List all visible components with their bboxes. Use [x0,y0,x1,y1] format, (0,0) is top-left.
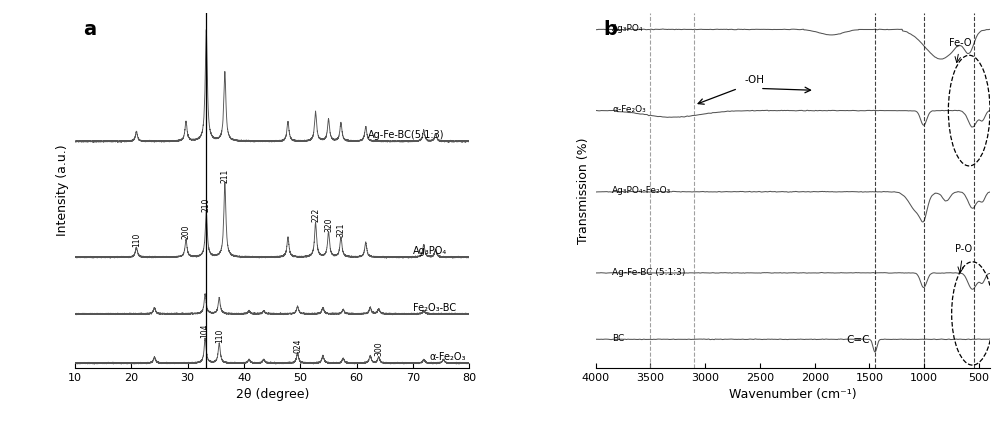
Text: Fe₂O₃-BC: Fe₂O₃-BC [413,303,456,312]
Text: α-Fe₂O₃: α-Fe₂O₃ [612,105,646,114]
Text: 320: 320 [324,217,333,232]
Text: Ag₃PO₄: Ag₃PO₄ [612,24,644,33]
Text: Ag₃PO₄-Fe₂O₃: Ag₃PO₄-Fe₂O₃ [612,187,671,196]
Text: 024: 024 [293,338,302,353]
Text: 321: 321 [336,223,345,237]
Text: 110: 110 [132,232,141,247]
Text: -OH: -OH [744,75,764,85]
Y-axis label: Intensity (a.u.): Intensity (a.u.) [56,145,69,236]
Text: C=C: C=C [847,335,870,345]
Text: Ag-Fe-BC (5:1:3): Ag-Fe-BC (5:1:3) [612,268,685,276]
Text: 222: 222 [311,208,320,222]
Text: Ag-Fe-BC(5:1:3): Ag-Fe-BC(5:1:3) [368,130,444,140]
Text: 200: 200 [181,225,190,239]
Text: 104: 104 [201,323,210,338]
Y-axis label: Transmission (%): Transmission (%) [577,137,590,244]
Text: BC: BC [612,334,624,343]
Text: Ag₃PO₄: Ag₃PO₄ [413,246,447,256]
Text: α-Fe₂O₃: α-Fe₂O₃ [430,352,466,362]
Text: Fe-O: Fe-O [949,38,972,48]
Text: P-O: P-O [955,244,972,255]
Text: 211: 211 [220,168,229,182]
Text: 210: 210 [202,198,211,212]
Text: 110: 110 [215,328,224,343]
Text: a: a [83,20,96,39]
X-axis label: 2θ (degree): 2θ (degree) [236,389,309,401]
Text: b: b [603,20,617,39]
Text: 300: 300 [374,342,383,356]
X-axis label: Wavenumber (cm⁻¹): Wavenumber (cm⁻¹) [729,389,857,401]
